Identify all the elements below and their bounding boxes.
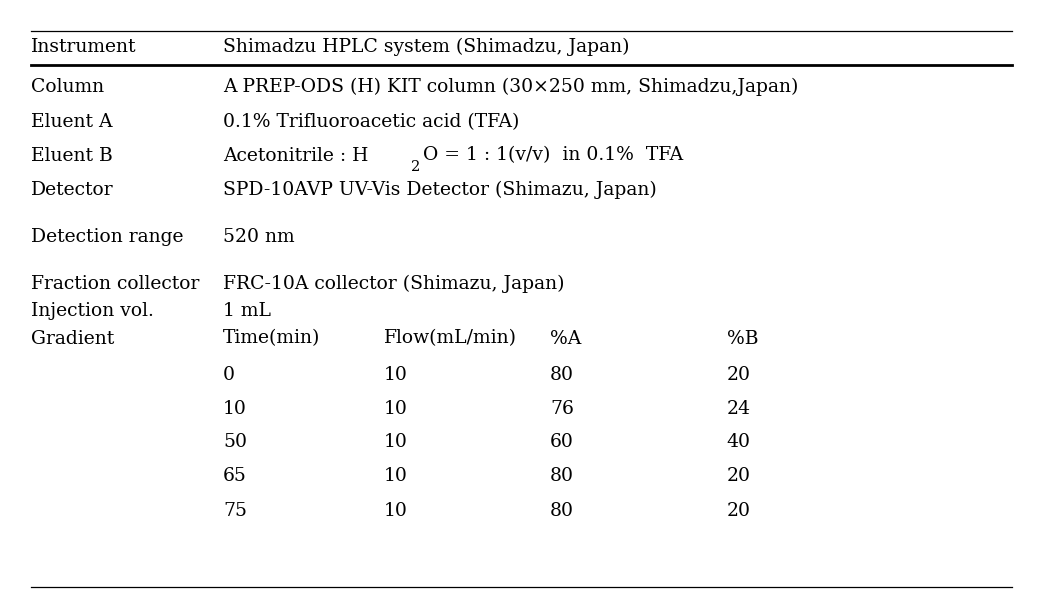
Text: Detection range: Detection range (31, 228, 184, 246)
Text: Acetonitrile : H: Acetonitrile : H (223, 146, 368, 165)
Text: FRC-10A collector (Shimazu, Japan): FRC-10A collector (Shimazu, Japan) (223, 274, 565, 293)
Text: Column: Column (31, 77, 104, 96)
Text: 24: 24 (727, 400, 750, 418)
Text: 76: 76 (550, 400, 574, 418)
Text: 75: 75 (223, 501, 247, 520)
Text: 0.1% Trifluoroacetic acid (TFA): 0.1% Trifluoroacetic acid (TFA) (223, 113, 520, 131)
Text: 10: 10 (384, 400, 408, 418)
Text: 10: 10 (384, 433, 408, 451)
Text: 60: 60 (550, 433, 574, 451)
Text: 10: 10 (384, 366, 408, 384)
Text: 80: 80 (550, 501, 574, 520)
Text: 65: 65 (223, 467, 247, 485)
Text: %A: %A (550, 329, 581, 348)
Text: 10: 10 (223, 400, 247, 418)
Text: Gradient: Gradient (31, 329, 114, 348)
Text: Shimadzu HPLC system (Shimadzu, Japan): Shimadzu HPLC system (Shimadzu, Japan) (223, 38, 630, 56)
Text: O = 1 : 1(v/v)  in 0.1%  TFA: O = 1 : 1(v/v) in 0.1% TFA (422, 146, 683, 165)
Text: 40: 40 (727, 433, 750, 451)
Text: Eluent A: Eluent A (31, 113, 113, 131)
Text: Detector: Detector (31, 181, 114, 199)
Text: 10: 10 (384, 467, 408, 485)
Text: Injection vol.: Injection vol. (31, 302, 154, 320)
Text: 20: 20 (727, 366, 750, 384)
Text: A PREP-ODS (H) KIT column (30×250 mm, Shimadzu,Japan): A PREP-ODS (H) KIT column (30×250 mm, Sh… (223, 77, 798, 96)
Text: 80: 80 (550, 366, 574, 384)
Text: %B: %B (727, 329, 758, 348)
Text: 20: 20 (727, 501, 750, 520)
Text: 0: 0 (223, 366, 236, 384)
Text: 20: 20 (727, 467, 750, 485)
Text: Instrument: Instrument (31, 38, 137, 56)
Text: 10: 10 (384, 501, 408, 520)
Text: Flow(mL/min): Flow(mL/min) (384, 329, 517, 348)
Text: 80: 80 (550, 467, 574, 485)
Text: 2: 2 (411, 160, 420, 173)
Text: SPD-10AVP UV-Vis Detector (Shimazu, Japan): SPD-10AVP UV-Vis Detector (Shimazu, Japa… (223, 181, 657, 199)
Text: 50: 50 (223, 433, 247, 451)
Text: 1 mL: 1 mL (223, 302, 271, 320)
Text: Fraction collector: Fraction collector (31, 274, 199, 293)
Text: 520 nm: 520 nm (223, 228, 295, 246)
Text: Time(min): Time(min) (223, 329, 321, 348)
Text: Eluent B: Eluent B (31, 146, 113, 165)
